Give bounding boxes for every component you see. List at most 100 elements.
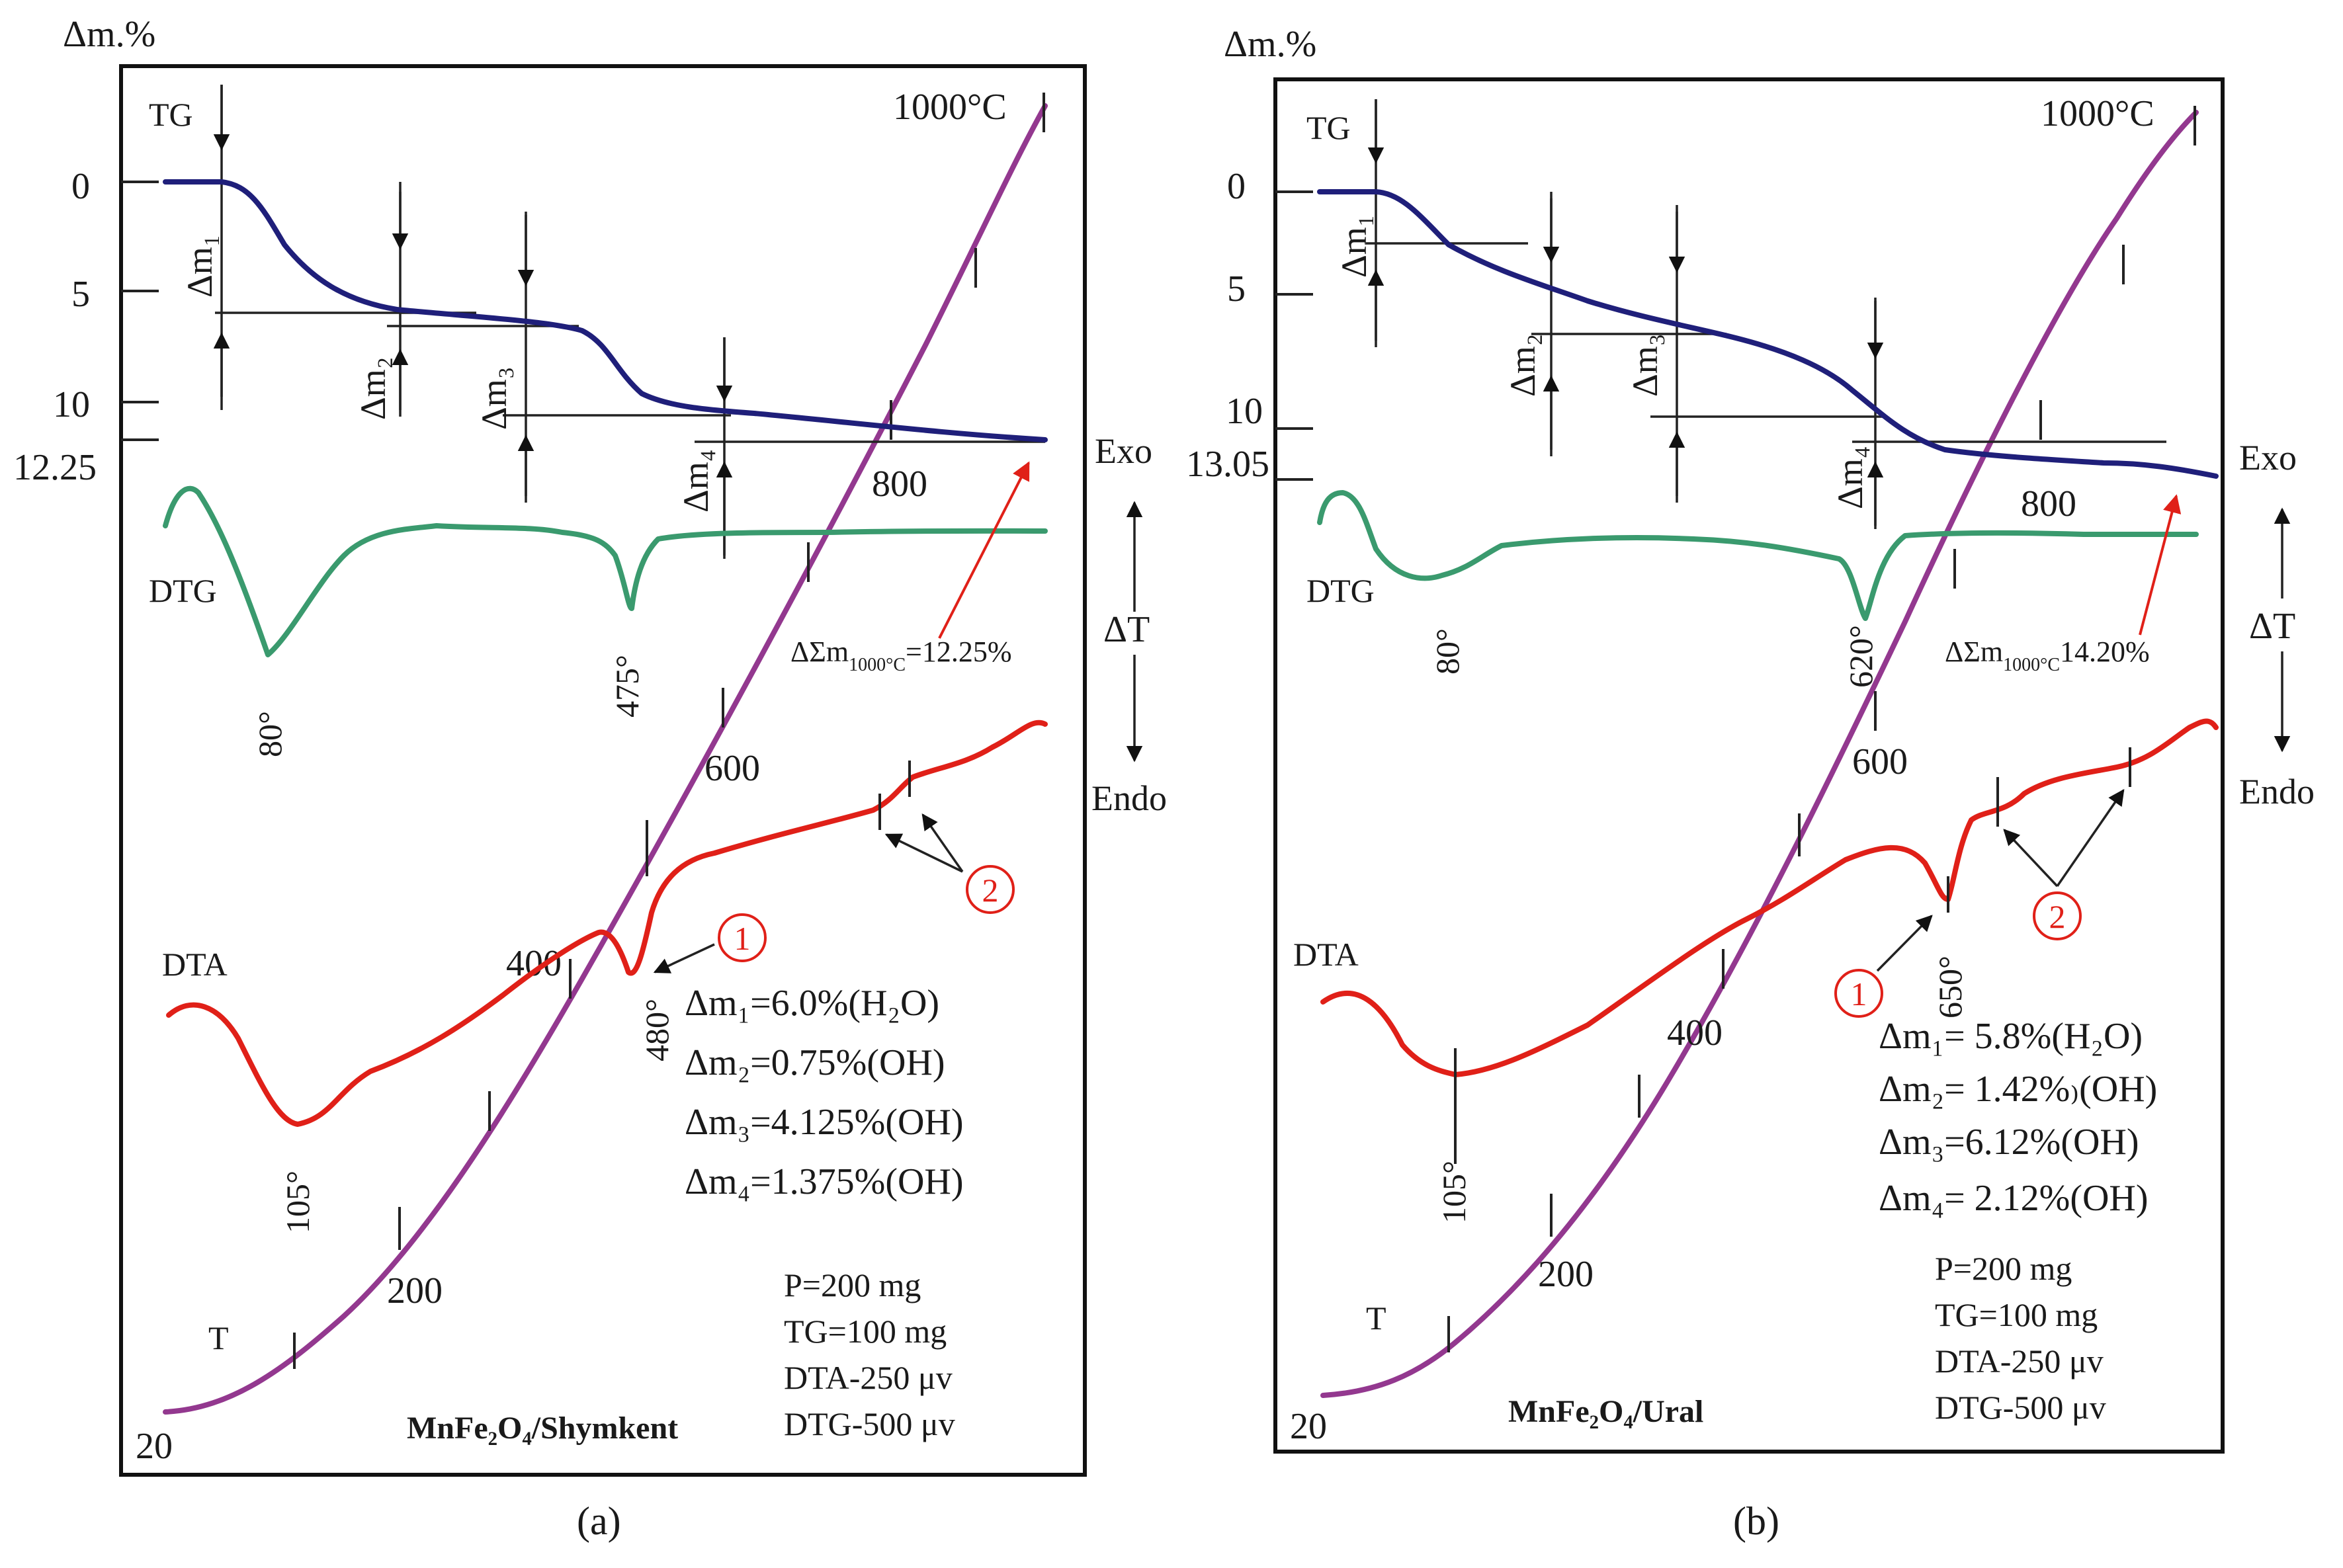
- legend-step: Δm₃=4.125%(OH): [685, 1102, 964, 1143]
- delta-t-label: ΔT: [1103, 609, 1150, 650]
- dta-peak-label: 650°: [1932, 956, 1969, 1018]
- legend-step: Δm₂= 1.42%₎(OH): [1879, 1069, 2157, 1110]
- mass-tick-label: 12.25: [13, 447, 97, 488]
- panel-a-ylabel: Δm.%: [63, 14, 155, 55]
- mass-tick-label: 10: [1226, 391, 1263, 432]
- temp-label: 20: [136, 1426, 173, 1467]
- marker-2-label: 2: [982, 872, 999, 909]
- dtg-curve-label: DTG: [1306, 572, 1375, 609]
- temp-label: 600: [704, 748, 760, 789]
- legend-step: Δm₄=1.375%(OH): [685, 1161, 964, 1202]
- legend-step: Δm₂=0.75%(OH): [685, 1042, 945, 1083]
- mass-tick-label: 5: [71, 274, 90, 315]
- t-curve: [163, 103, 1048, 1415]
- condition-label: P=200 mg: [1935, 1250, 2072, 1287]
- legend-step: Δm₄= 2.12%(OH): [1879, 1178, 2149, 1219]
- dtg-peak-label: 620°: [1842, 625, 1879, 688]
- marker-1: [718, 913, 767, 962]
- condition-label: DTG-500 μv: [1935, 1389, 2106, 1426]
- panel-b-label: (b): [1733, 1499, 1779, 1543]
- dtg-peak-label: 80°: [1429, 628, 1466, 675]
- condition-label: DTA-250 μv: [784, 1359, 953, 1396]
- condition-label: P=200 mg: [784, 1266, 921, 1303]
- dtg-peak-label: 475°: [609, 655, 646, 718]
- condition-label: DTA-250 μv: [1935, 1342, 2104, 1380]
- dta-curve-label: DTA: [1293, 936, 1359, 973]
- total-loss-label: ΔΣm1000°C=12.25%: [790, 636, 1011, 675]
- total-loss-arrow: [938, 461, 1030, 639]
- step-label: Δm₂: [353, 356, 393, 420]
- dta-peak-label: 105°: [1435, 1161, 1472, 1223]
- panel-a: Δm.% 0 5 10 12.25 TG DTG DTA T 1000°C 80…: [13, 14, 1087, 1477]
- panel-b-ylabel: Δm.%: [1224, 24, 1316, 65]
- dta-peak-label: 480°: [638, 999, 675, 1061]
- endo-label: Endo: [1091, 778, 1167, 818]
- temp-label: 800: [872, 464, 927, 505]
- sample-label: MnFe₂O₄/Ural: [1508, 1394, 1703, 1429]
- t-curve-label: T: [1366, 1300, 1386, 1337]
- temp-label: 1000°C: [2041, 93, 2154, 134]
- tg-curve-label: TG: [149, 96, 193, 133]
- marker-1-label: 1: [734, 920, 751, 957]
- step-label: Δm₁: [180, 234, 220, 298]
- mass-tick-label: 5: [1227, 268, 1246, 309]
- step-label: Δm₂: [1503, 333, 1543, 397]
- condition-label: TG=100 mg: [1935, 1296, 2098, 1333]
- tg-curve-label: TG: [1306, 109, 1351, 146]
- step-label: Δm₄: [676, 449, 716, 513]
- dtg-curve-label: DTG: [149, 572, 217, 609]
- tg-curve: [163, 179, 1048, 442]
- t-curve-label: T: [208, 1319, 229, 1356]
- temp-label: 400: [1667, 1012, 1723, 1053]
- exo-label: Exo: [1095, 431, 1152, 471]
- marker-1-label: 1: [1851, 975, 1867, 1012]
- dtg-curve: [1317, 490, 2199, 621]
- marker-arrow: [921, 813, 964, 873]
- temp-label: 400: [506, 943, 562, 984]
- dtg-curve: [163, 485, 1048, 657]
- mass-tick-label: 10: [53, 384, 90, 425]
- marker-arrow: [1876, 915, 1933, 972]
- tg-curve: [1317, 189, 2219, 479]
- marker-2-label: 2: [2049, 898, 2066, 935]
- mass-tick-label: 0: [71, 166, 90, 207]
- mass-tick-label: 0: [1227, 166, 1246, 207]
- dta-peak-label: 105°: [279, 1171, 316, 1233]
- total-loss-label: ΔΣm1000°C14.20%: [1945, 636, 2150, 675]
- sample-label: MnFe₂O₄/Shymkent: [407, 1411, 678, 1446]
- mass-tick-label: 13.05: [1186, 444, 1269, 485]
- marker-2: [966, 865, 1015, 914]
- dtg-peak-label: 80°: [251, 711, 288, 757]
- marker-arrow: [2003, 829, 2059, 887]
- panel-a-label: (a): [577, 1499, 621, 1543]
- temp-label: 800: [2021, 483, 2076, 524]
- dta-curve: [166, 720, 1048, 1127]
- marker-arrow: [653, 943, 715, 973]
- temp-label: 20: [1290, 1406, 1327, 1447]
- legend-step: Δm₁= 5.8%(H₂O): [1879, 1016, 2143, 1057]
- legend-step: Δm₁=6.0%(H₂O): [685, 983, 939, 1024]
- marker-1: [1834, 969, 1883, 1018]
- marker-2: [2033, 891, 2082, 940]
- step-label: Δm₃: [1625, 333, 1665, 397]
- exo-label: Exo: [2239, 438, 2297, 477]
- t-curve: [1320, 110, 2199, 1398]
- panel-a-frame: [119, 64, 1087, 1477]
- temp-label: 600: [1852, 741, 1908, 782]
- step-label: Δm₄: [1830, 446, 1870, 509]
- condition-label: DTG-500 μv: [784, 1405, 955, 1442]
- delta-t-label: ΔT: [2249, 606, 2295, 647]
- marker-arrow: [884, 833, 963, 873]
- step-label: Δm₁: [1334, 214, 1374, 278]
- step-label: Δm₃: [474, 366, 514, 430]
- temp-label: 1000°C: [893, 87, 1007, 128]
- panel-b-frame: [1273, 77, 2225, 1454]
- temp-label: 200: [1538, 1254, 1594, 1295]
- condition-label: TG=100 mg: [784, 1313, 947, 1350]
- marker-arrow: [2056, 788, 2125, 887]
- legend-step: Δm₃=6.12%(OH): [1879, 1122, 2139, 1163]
- dta-curve-label: DTA: [162, 946, 228, 983]
- total-loss-arrow: [2139, 494, 2182, 636]
- panel-b: Δm.% 0 5 10 13.05 TG DTG DTA T 1000°C 80…: [1186, 24, 2225, 1454]
